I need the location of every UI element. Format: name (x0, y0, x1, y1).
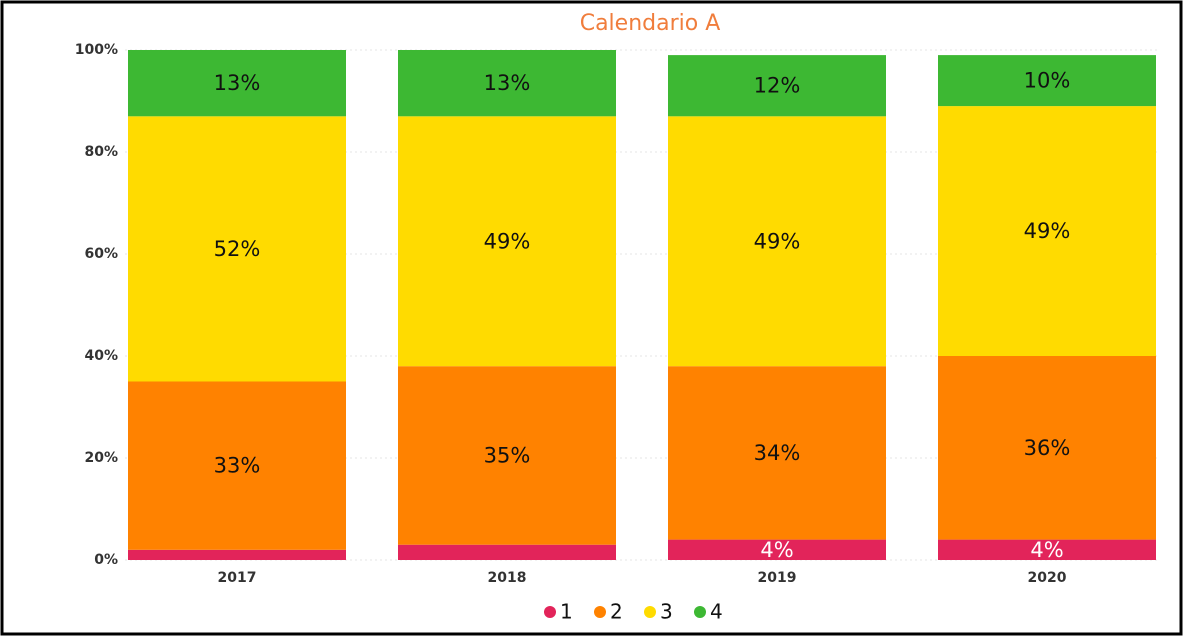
y-tick-label: 20% (84, 450, 118, 466)
y-tick-label: 40% (84, 348, 118, 364)
bar-segment (128, 50, 346, 117)
bar-segment (398, 366, 616, 545)
data-label: 13% (484, 71, 531, 95)
bar-segment (938, 539, 1156, 560)
data-label: 49% (754, 229, 801, 253)
data-label: 33% (214, 454, 261, 478)
bar-segment (668, 116, 886, 367)
data-label: 49% (484, 229, 531, 253)
legend-label: 2 (610, 600, 623, 624)
bar-segment (668, 55, 886, 117)
legend-label: 1 (560, 600, 573, 624)
bar-segment (938, 55, 1156, 107)
bar-segment (398, 116, 616, 367)
legend-marker (544, 606, 556, 618)
bar-segment (128, 549, 346, 560)
x-tick-label: 2020 (1028, 570, 1067, 586)
y-tick-label: 60% (84, 246, 118, 262)
y-tick-label: 80% (84, 144, 118, 160)
data-label: 12% (754, 74, 801, 98)
data-label: 34% (754, 441, 801, 465)
y-tick-label: 0% (94, 552, 118, 568)
y-tick-label: 100% (75, 42, 118, 58)
data-label: 4% (1030, 538, 1063, 562)
legend-label: 4 (710, 600, 723, 624)
data-label: 13% (214, 71, 261, 95)
bar-segment (128, 116, 346, 382)
x-tick-label: 2018 (488, 570, 527, 586)
bar-segment (398, 544, 616, 560)
legend-marker (644, 606, 656, 618)
data-label: 52% (214, 237, 261, 261)
data-label: 35% (484, 443, 531, 467)
bar-segment (938, 356, 1156, 540)
bar-segment (398, 50, 616, 117)
x-tick-label: 2019 (758, 570, 797, 586)
data-label: 49% (1024, 219, 1071, 243)
x-tick-label: 2017 (218, 570, 257, 586)
legend-marker (694, 606, 706, 618)
bar-segment (668, 366, 886, 540)
chart-title: Calendario A (580, 11, 721, 36)
legend-marker (594, 606, 606, 618)
data-label: 4% (760, 538, 793, 562)
data-label: 36% (1024, 436, 1071, 460)
bar-segment (668, 539, 886, 560)
legend-label: 3 (660, 600, 673, 624)
bar-segment (938, 106, 1156, 356)
data-label: 10% (1024, 69, 1071, 93)
bar-segment (128, 381, 346, 550)
